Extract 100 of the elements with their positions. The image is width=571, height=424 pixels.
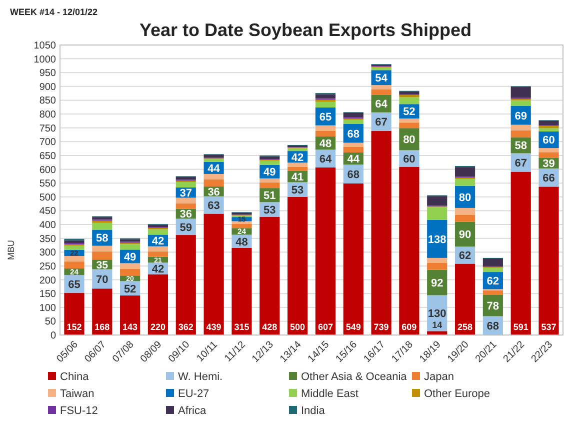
legend-label: Other Asia & Oceania <box>301 371 408 383</box>
y-tick-label: 550 <box>39 178 56 190</box>
data-label: 52 <box>124 283 136 296</box>
data-label: 54 <box>375 72 388 85</box>
data-label: 549 <box>346 322 361 332</box>
data-label: 41 <box>291 172 304 184</box>
data-label: 65 <box>68 279 80 292</box>
data-label: 607 <box>318 322 333 332</box>
y-tick-label: 100 <box>39 302 56 314</box>
y-tick-label: 700 <box>39 137 56 148</box>
text: WEEK #14 - 12/01/22 <box>10 7 98 17</box>
y-tick-label: 50 <box>44 316 56 328</box>
data-label: 35 <box>96 259 108 272</box>
data-label: 37 <box>180 188 192 200</box>
data-label: 739 <box>374 322 389 332</box>
data-label: 537 <box>541 322 556 332</box>
legend-label: Japan <box>424 371 454 383</box>
y-tick-label: 150 <box>39 289 56 300</box>
data-label: 152 <box>66 322 82 332</box>
data-label: 500 <box>290 322 306 332</box>
legend-label: W. Hemi. <box>178 371 223 383</box>
data-label: 52 <box>403 106 416 118</box>
data-label: 48 <box>319 138 332 150</box>
y-tick-label: 250 <box>39 261 56 272</box>
data-label: 62 <box>486 276 500 288</box>
y-tick-label: 300 <box>39 248 56 259</box>
y-tick-label: 850 <box>39 96 56 107</box>
data-label: 168 <box>94 322 110 332</box>
data-label: 53 <box>264 204 276 216</box>
legend-label: India <box>301 405 326 417</box>
data-label: 49 <box>124 251 136 264</box>
y-tick-label: 500 <box>39 192 56 204</box>
data-label: 130 <box>428 308 446 320</box>
data-label: 44 <box>208 162 221 175</box>
data-label: 68 <box>347 128 360 140</box>
y-tick-label: 800 <box>39 110 56 121</box>
data-label: 58 <box>96 232 108 245</box>
data-label: 80 <box>403 134 416 146</box>
legend-label: FSU-12 <box>60 405 98 417</box>
chart-title: Year to Date Soybean Exports Shipped <box>139 20 472 40</box>
data-label: 36 <box>180 208 192 221</box>
data-label: 65 <box>319 111 332 124</box>
data-label: 68 <box>486 320 500 333</box>
data-label: 62 <box>458 250 472 262</box>
y-tick-label: 750 <box>39 123 56 134</box>
y-tick-label: 900 <box>39 82 56 93</box>
data-label: 60 <box>542 134 555 147</box>
data-label: 51 <box>264 190 276 202</box>
data-label: 68 <box>347 168 360 181</box>
legend-label: Africa <box>178 405 207 417</box>
y-tick-label: 950 <box>39 68 56 80</box>
data-label: 428 <box>262 322 278 332</box>
data-label: 69 <box>514 110 527 122</box>
data-label: 39 <box>542 158 555 170</box>
data-label: 439 <box>206 322 222 332</box>
y-tick-label: 1000 <box>34 54 56 66</box>
data-label: 48 <box>236 236 248 248</box>
data-label: 60 <box>403 153 416 166</box>
data-label: 609 <box>402 322 417 332</box>
data-label: 49 <box>264 166 276 179</box>
data-label: 14 <box>432 320 442 330</box>
legend-label: Middle East <box>301 388 358 400</box>
data-label: 138 <box>428 234 446 246</box>
y-tick-label: 600 <box>39 164 56 176</box>
data-label: 90 <box>458 229 472 242</box>
data-label: 67 <box>514 157 527 170</box>
data-label: 59 <box>180 222 192 234</box>
legend-label: Taiwan <box>60 388 94 400</box>
data-label: 70 <box>96 274 108 286</box>
data-label: 78 <box>486 300 500 312</box>
data-label: 42 <box>291 152 304 164</box>
data-label: 42 <box>152 236 164 248</box>
data-label: 36 <box>208 186 220 198</box>
data-label: 362 <box>178 322 194 332</box>
data-label: 64 <box>319 153 332 166</box>
data-label: 44 <box>347 153 360 166</box>
y-tick-label: 450 <box>39 206 56 218</box>
data-label: 315 <box>234 322 250 332</box>
legend-label: EU-27 <box>178 388 210 400</box>
data-label: 92 <box>430 277 444 290</box>
y-tick-label: 350 <box>39 234 56 245</box>
legend-label: China <box>60 371 90 383</box>
data-label: 64 <box>375 98 388 111</box>
data-label: 67 <box>375 116 388 129</box>
y-tick-label: 1050 <box>34 40 56 52</box>
data-label: 258 <box>458 322 473 332</box>
data-label: 53 <box>291 184 304 197</box>
data-label: 58 <box>514 140 527 152</box>
data-label: 143 <box>122 322 138 332</box>
y-tick-label: 0 <box>50 330 56 342</box>
data-label: 591 <box>513 322 528 332</box>
y-tick-label: 650 <box>39 150 56 162</box>
data-label: 80 <box>458 192 472 204</box>
legend-label: Other Europe <box>424 388 490 400</box>
y-axis-title: MBU <box>6 240 16 260</box>
data-label: 66 <box>542 172 555 185</box>
data-label: 220 <box>150 322 166 332</box>
y-tick-label: 400 <box>39 220 56 232</box>
data-label: 42 <box>152 263 164 276</box>
y-tick-label: 200 <box>39 275 56 286</box>
